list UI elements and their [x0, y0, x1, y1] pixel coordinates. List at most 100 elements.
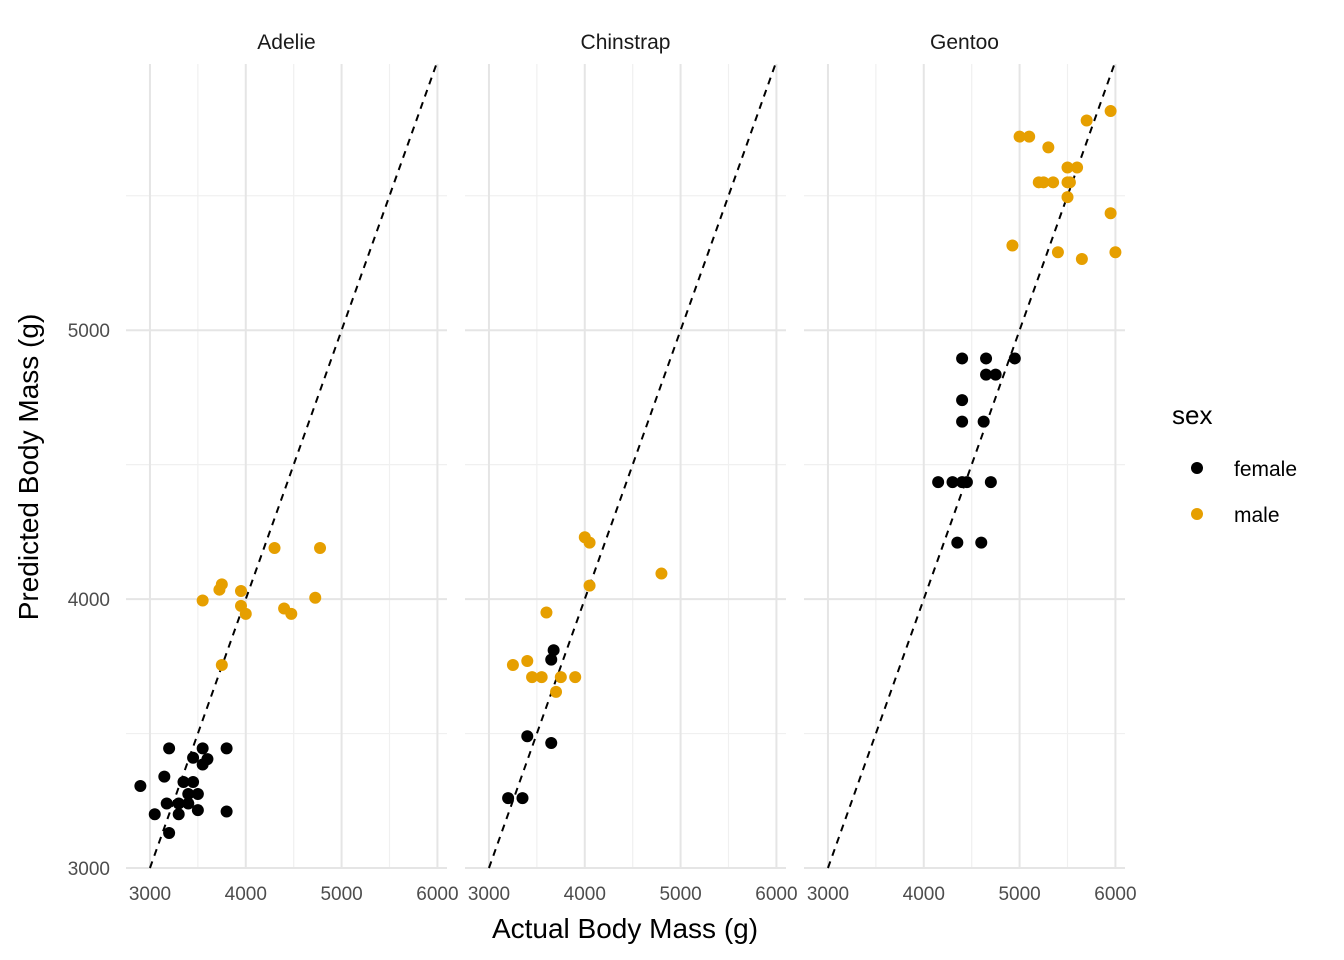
- data-point-male: [583, 579, 596, 592]
- data-point-male: [1037, 176, 1050, 189]
- data-point-male: [215, 578, 228, 591]
- data-point-female: [182, 788, 195, 801]
- data-point-male: [1075, 252, 1088, 265]
- data-point-male: [1061, 161, 1074, 174]
- data-point-female: [163, 827, 176, 840]
- data-point-female: [975, 536, 988, 549]
- data-point-male: [239, 607, 252, 620]
- facet-panels: Adelie 3000 4000 5000 6000 Chinstrap 3000 4000 5…: [126, 31, 1137, 905]
- x-tick-label: 4000: [225, 884, 267, 905]
- x-tick-label: 4000: [564, 884, 606, 905]
- data-point-male: [554, 671, 567, 684]
- data-point-male: [540, 606, 553, 619]
- y-tick-label: 4000: [68, 590, 110, 611]
- data-point-female: [172, 808, 185, 821]
- facet-label: Chinstrap: [581, 31, 671, 54]
- data-point-male: [215, 658, 228, 671]
- data-point-female: [516, 792, 529, 805]
- x-tick-label: 6000: [755, 884, 797, 905]
- facet-label: Adelie: [257, 31, 315, 54]
- data-point-female: [201, 753, 214, 766]
- data-point-female: [977, 415, 990, 428]
- data-point-female: [984, 476, 997, 489]
- data-point-male: [234, 585, 247, 598]
- x-tick-label: 6000: [416, 884, 458, 905]
- data-point-female: [545, 653, 558, 666]
- data-point-female: [148, 808, 161, 821]
- x-tick-label: 3000: [468, 884, 510, 905]
- data-point-male: [268, 542, 281, 555]
- data-point-male: [535, 671, 548, 684]
- data-point-male: [1080, 114, 1093, 127]
- data-point-male: [1023, 130, 1036, 143]
- data-point-female: [502, 792, 515, 805]
- data-point-male: [314, 542, 327, 555]
- data-point-female: [547, 644, 560, 657]
- data-point-female: [158, 770, 171, 783]
- y-tick-label: 5000: [68, 321, 110, 342]
- data-point-female: [182, 797, 195, 810]
- data-point-male: [1063, 176, 1076, 189]
- data-point-female: [220, 805, 233, 818]
- data-point-female: [163, 742, 176, 755]
- data-point-female: [956, 394, 969, 407]
- facet-label: Gentoo: [930, 31, 999, 54]
- x-tick-label: 3000: [807, 884, 849, 905]
- y-axis-title: Predicted Body Mass (g): [13, 314, 44, 621]
- data-point-female: [187, 751, 200, 764]
- data-point-female: [521, 730, 534, 743]
- data-point-male: [1104, 105, 1117, 118]
- data-point-female: [956, 352, 969, 365]
- legend-label-male: male: [1234, 504, 1280, 527]
- data-point-female: [220, 742, 233, 755]
- data-point-male: [1071, 161, 1084, 174]
- data-point-female: [946, 476, 959, 489]
- data-point-female: [172, 797, 185, 810]
- legend-title: sex: [1172, 400, 1212, 430]
- data-point-male: [1013, 130, 1026, 143]
- data-point-female: [951, 536, 964, 549]
- data-point-male: [1047, 176, 1060, 189]
- data-point-male: [526, 671, 539, 684]
- data-point-male: [1109, 246, 1122, 259]
- y-axis: 3000 4000 5000: [68, 321, 110, 880]
- legend-label-female: female: [1234, 458, 1297, 481]
- data-point-female: [956, 415, 969, 428]
- data-point-female: [1008, 352, 1021, 365]
- data-point-male: [569, 671, 582, 684]
- data-point-male: [309, 591, 322, 604]
- legend-key-male: [1191, 508, 1203, 520]
- data-point-female: [989, 368, 1002, 381]
- legend-items: female male: [1191, 458, 1297, 527]
- data-point-female: [545, 736, 558, 749]
- legend: sex female male: [1172, 400, 1297, 527]
- x-tick-label: 4000: [903, 884, 945, 905]
- data-point-male: [1061, 191, 1074, 204]
- facet-panel-gentoo: Gentoo 3000 4000 5000 6000: [804, 31, 1137, 905]
- data-point-male: [196, 594, 209, 607]
- data-point-male: [521, 654, 534, 667]
- data-point-female: [196, 742, 209, 755]
- data-point-male: [1042, 141, 1055, 154]
- x-tick-label: 6000: [1094, 884, 1136, 905]
- data-point-female: [191, 788, 204, 801]
- data-point-male: [285, 607, 298, 620]
- data-point-male: [1051, 246, 1064, 259]
- data-point-male: [583, 536, 596, 549]
- data-point-male: [506, 658, 519, 671]
- data-point-male: [1104, 207, 1117, 220]
- data-point-female: [177, 775, 190, 788]
- facet-panel-chinstrap: Chinstrap 3000 4000 5000 6000: [465, 31, 798, 905]
- data-point-female: [932, 476, 945, 489]
- x-tick-label: 3000: [129, 884, 171, 905]
- data-point-female: [160, 797, 173, 810]
- data-point-female: [980, 352, 993, 365]
- data-point-female: [960, 476, 973, 489]
- facet-panel-adelie: Adelie 3000 4000 5000 6000: [126, 31, 459, 905]
- data-point-female: [134, 779, 147, 792]
- data-point-female: [191, 804, 204, 817]
- data-point-male: [655, 567, 668, 580]
- x-tick-label: 5000: [659, 884, 701, 905]
- legend-key-female: [1191, 462, 1203, 474]
